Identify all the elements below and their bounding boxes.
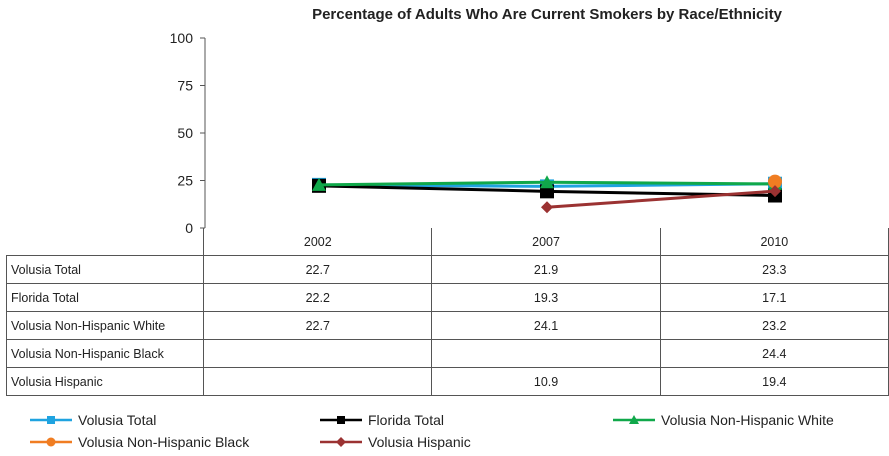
y-tick-label: 100 <box>170 30 194 46</box>
table-cell: 21.9 <box>431 255 661 284</box>
legend-swatch <box>30 437 72 447</box>
legend-label: Volusia Non-Hispanic Black <box>78 434 250 450</box>
x-category-label: 2010 <box>659 228 889 256</box>
legend-swatch <box>320 416 362 424</box>
table-cell <box>203 367 433 396</box>
table-cell: 17.1 <box>659 283 889 312</box>
data-point <box>540 175 554 189</box>
legend-label: Volusia Hispanic <box>368 434 471 450</box>
table-corner <box>6 228 205 256</box>
table-row: Volusia Non-Hispanic Black 24.4 <box>5 339 889 368</box>
data-point <box>769 185 781 198</box>
legend-label: Volusia Total <box>78 412 157 428</box>
legend-label: Volusia Non-Hispanic White <box>661 412 834 428</box>
series-4 <box>541 185 781 214</box>
legend-item: Volusia Non-Hispanic Black <box>28 432 249 452</box>
y-tick-label: 75 <box>177 78 193 94</box>
table-row-label: Volusia Non-Hispanic Black <box>5 339 205 368</box>
table-row: Volusia Non-Hispanic White 22.7 24.1 23.2 <box>5 311 889 340</box>
x-category-label: 2002 <box>203 228 433 256</box>
table-row: Florida Total 22.2 19.3 17.1 <box>5 283 889 312</box>
legend-item: Volusia Total <box>28 410 156 430</box>
table-row: Volusia Hispanic 10.9 19.4 <box>5 367 889 396</box>
legend-swatch <box>613 415 655 424</box>
table-row-label: Volusia Hispanic <box>5 367 205 396</box>
legend-item: Volusia Hispanic <box>318 432 471 452</box>
x-category-label: 2007 <box>431 228 661 256</box>
table-row: Volusia Total 22.7 21.9 23.3 <box>5 255 889 284</box>
table-cell <box>203 339 433 368</box>
table-cell: 24.4 <box>659 339 889 368</box>
data-table: 2002 2007 2010 Volusia Total 22.7 21.9 23.3 Flo… <box>5 228 889 396</box>
table-cell: 19.3 <box>431 283 661 312</box>
table-cell: 22.7 <box>203 311 433 340</box>
table-cell: 23.3 <box>659 255 889 284</box>
legend-label: Florida Total <box>368 412 445 428</box>
table-cell <box>431 339 661 368</box>
table-row-label: Florida Total <box>5 283 205 312</box>
legend-swatch <box>30 416 72 424</box>
series-line <box>546 189 776 209</box>
table-cell: 22.7 <box>203 255 433 284</box>
legend: Volusia Total Florida Total Volusia Non-Hi… <box>28 410 888 454</box>
table-cell: 22.2 <box>203 283 433 312</box>
data-point <box>312 177 326 191</box>
y-tick-label: 25 <box>177 173 193 189</box>
table-cell: 24.1 <box>431 311 661 340</box>
legend-swatch <box>320 437 362 447</box>
legend-item: Florida Total <box>318 410 444 430</box>
series-3 <box>768 174 782 189</box>
chart-title: Percentage of Adults Who Are Current Smo… <box>312 6 782 23</box>
table-cell: 23.2 <box>659 311 889 340</box>
table-cell: 19.4 <box>659 367 889 396</box>
data-point <box>541 201 553 214</box>
table-row-label: Volusia Non-Hispanic White <box>5 311 205 340</box>
table-cell: 10.9 <box>431 367 661 396</box>
table-row-label: Volusia Total <box>5 255 205 284</box>
legend-item: Volusia Non-Hispanic White <box>611 410 834 430</box>
table-header-row: 2002 2007 2010 <box>6 228 889 256</box>
y-tick-label: 50 <box>177 125 193 141</box>
data-point <box>768 174 782 189</box>
